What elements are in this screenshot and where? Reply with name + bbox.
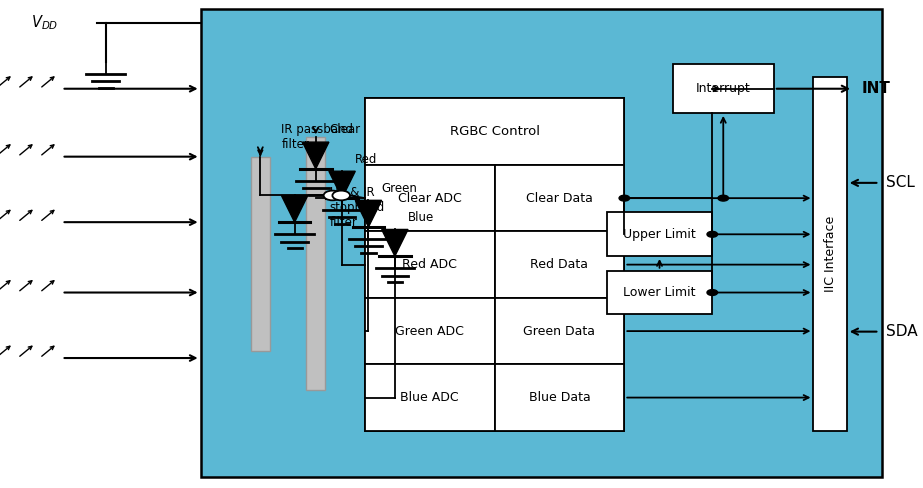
Text: Clear Data: Clear Data <box>526 192 593 204</box>
Text: Blue Data: Blue Data <box>529 391 591 404</box>
Bar <box>813 77 846 431</box>
Bar <box>365 365 495 431</box>
Text: Upper Limit: Upper Limit <box>623 228 696 241</box>
Text: Green: Green <box>382 182 417 195</box>
Text: IR passband
filter: IR passband filter <box>282 123 354 151</box>
Text: $V_{DD}$: $V_{DD}$ <box>30 14 58 32</box>
Text: Green Data: Green Data <box>523 325 595 338</box>
Bar <box>495 298 624 365</box>
Bar <box>200 9 882 477</box>
Text: RGBC Control: RGBC Control <box>450 125 540 138</box>
Text: SDA: SDA <box>886 324 918 339</box>
Text: Interrupt: Interrupt <box>696 82 750 95</box>
Text: Blue ADC: Blue ADC <box>401 391 459 404</box>
Text: SCL: SCL <box>886 175 916 190</box>
Bar <box>673 64 773 113</box>
Bar <box>365 99 624 431</box>
Bar <box>606 271 713 314</box>
Bar <box>251 157 270 351</box>
Text: IIC Interface: IIC Interface <box>823 216 836 292</box>
Bar <box>365 99 624 165</box>
Polygon shape <box>329 171 355 198</box>
Circle shape <box>707 289 717 295</box>
Polygon shape <box>382 229 408 256</box>
Polygon shape <box>303 142 329 169</box>
Circle shape <box>619 195 629 201</box>
Text: Red ADC: Red ADC <box>402 258 457 271</box>
Polygon shape <box>282 196 307 222</box>
Text: Clear: Clear <box>329 123 360 137</box>
Bar <box>606 212 713 256</box>
Text: Green ADC: Green ADC <box>395 325 464 338</box>
Text: Clear ADC: Clear ADC <box>398 192 462 204</box>
Circle shape <box>718 195 728 201</box>
Text: Red: Red <box>355 153 378 165</box>
Polygon shape <box>355 201 382 227</box>
Bar <box>306 137 326 389</box>
Bar <box>365 231 495 298</box>
Bar <box>495 365 624 431</box>
Text: Red Data: Red Data <box>531 258 589 271</box>
Circle shape <box>707 231 717 237</box>
Text: Lower Limit: Lower Limit <box>623 286 696 299</box>
Circle shape <box>324 191 342 201</box>
Text: UV & IR
stopband
filter: UV & IR stopband filter <box>330 186 385 229</box>
Bar <box>495 231 624 298</box>
Circle shape <box>332 191 350 201</box>
Bar <box>365 165 495 231</box>
Text: INT: INT <box>862 81 891 96</box>
Text: Blue: Blue <box>408 211 435 224</box>
Bar <box>495 165 624 231</box>
Bar <box>365 298 495 365</box>
